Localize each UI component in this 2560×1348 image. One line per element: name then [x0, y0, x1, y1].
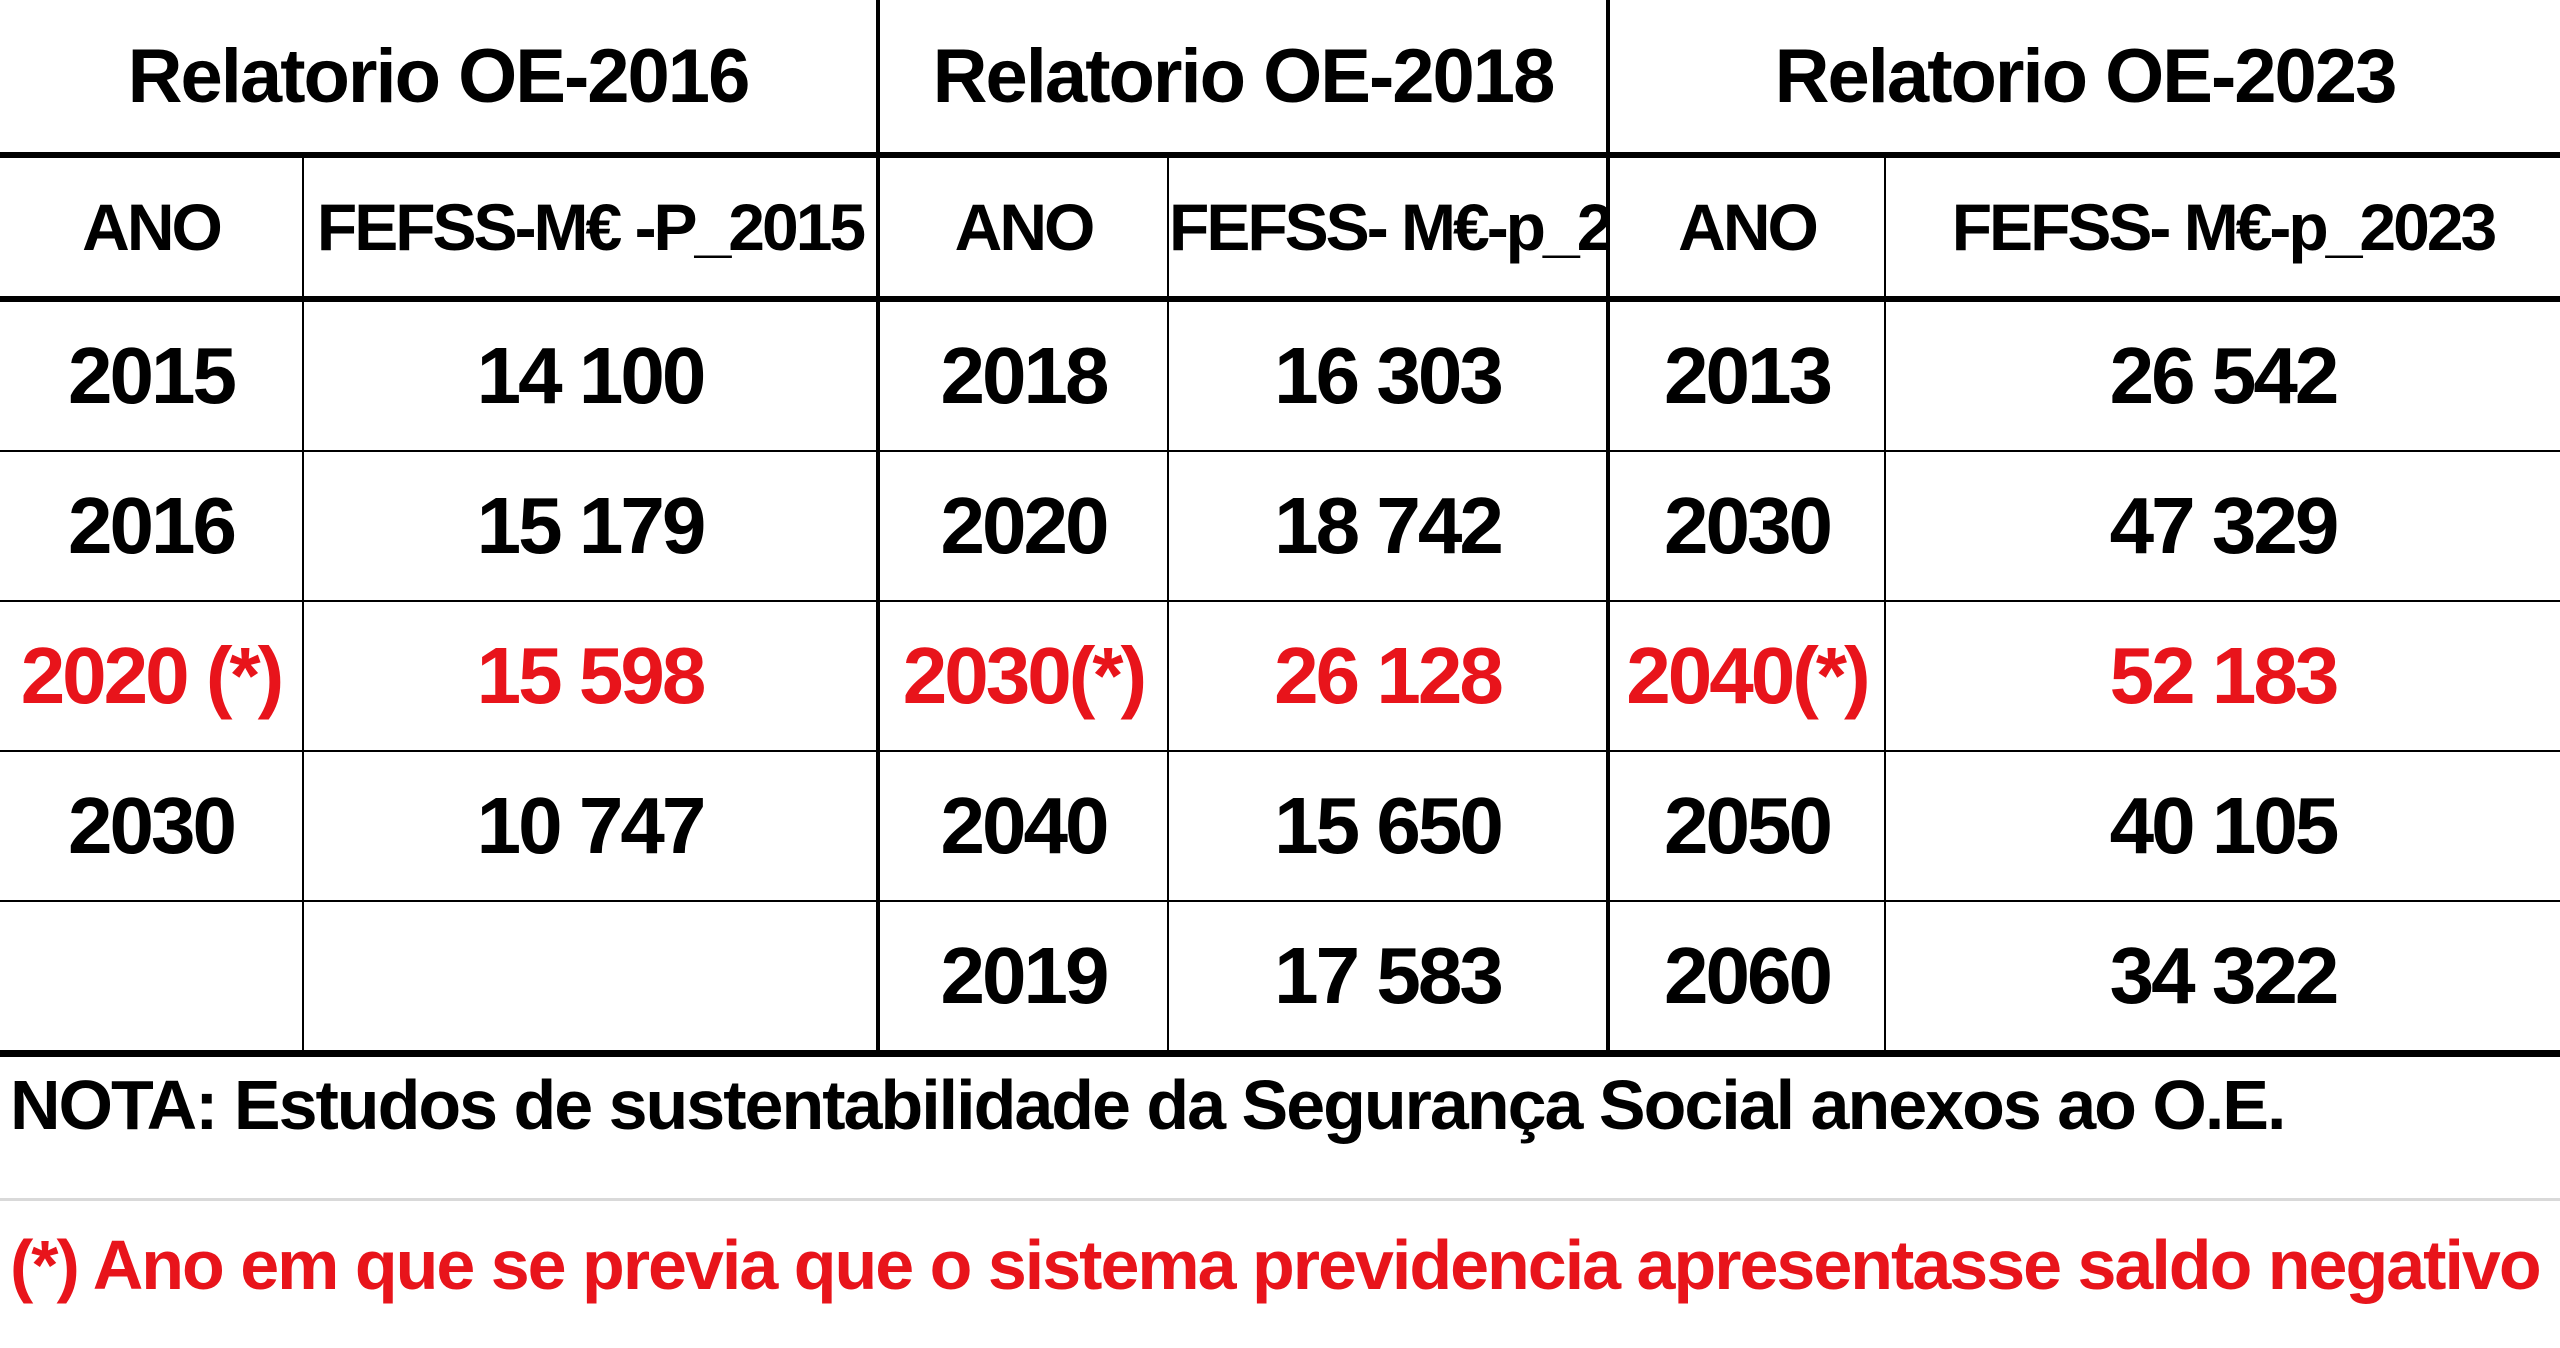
cell-ano: 2016	[0, 451, 304, 602]
cell-ano: 2030(*)	[878, 601, 1169, 752]
cell-value: 10 747	[303, 751, 880, 902]
divider	[0, 1198, 2560, 1201]
table-row: 2019 17 583 2060 34 322	[0, 901, 2560, 1057]
col-header-value: FEFSS- M€-p_2018	[1168, 155, 1610, 302]
col-header-ano: ANO	[0, 155, 304, 302]
group-title-oe-2018: Relatorio OE-2018	[878, 0, 1610, 158]
col-header-ano: ANO	[1608, 155, 1886, 302]
cell-ano: 2030	[1608, 451, 1886, 602]
cell-ano: 2040	[878, 751, 1169, 902]
cell-value: 14 100	[303, 299, 880, 452]
cell-value: 26 542	[1885, 299, 2560, 452]
cell-value: 17 583	[1168, 901, 1610, 1057]
cell-ano: 2019	[878, 901, 1169, 1057]
column-header-row: ANO FEFSS-M€ -P_2015 ANO FEFSS- M€-p_201…	[0, 155, 2560, 302]
col-header-value: FEFSS-M€ -P_2015	[303, 155, 880, 302]
col-header-value: FEFSS- M€-p_2023	[1885, 155, 2560, 302]
cell-ano: 2040(*)	[1608, 601, 1886, 752]
table-row-negative-balance: 2020 (*) 15 598 2030(*) 26 128 2040(*) 5…	[0, 601, 2560, 752]
cell-ano: 2050	[1608, 751, 1886, 902]
cell-ano: 2015	[0, 299, 304, 452]
table-row: 2030 10 747 2040 15 650 2050 40 105	[0, 751, 2560, 902]
cell-value: 52 183	[1885, 601, 2560, 752]
cell-value: 16 303	[1168, 299, 1610, 452]
cell-value: 34 322	[1885, 901, 2560, 1057]
group-title-oe-2023: Relatorio OE-2023	[1608, 0, 2560, 158]
cell-value: 47 329	[1885, 451, 2560, 602]
note-text: NOTA: Estudos de sustentabilidade da Seg…	[10, 1066, 2286, 1144]
cell-ano: 2020 (*)	[0, 601, 304, 752]
table-row: 2016 15 179 2020 18 742 2030 47 329	[0, 451, 2560, 602]
cell-ano: 2013	[1608, 299, 1886, 452]
footnote-text: (*) Ano em que se previa que o sistema p…	[10, 1226, 2542, 1304]
cell-value: 15 650	[1168, 751, 1610, 902]
cell-ano: 2030	[0, 751, 304, 902]
cell-ano	[0, 901, 304, 1057]
table-row: 2015 14 100 2018 16 303 2013 26 542	[0, 299, 2560, 452]
group-title-oe-2016: Relatorio OE-2016	[0, 0, 880, 158]
cell-value: 40 105	[1885, 751, 2560, 902]
cell-value: 15 179	[303, 451, 880, 602]
cell-value: 18 742	[1168, 451, 1610, 602]
cell-value: 15 598	[303, 601, 880, 752]
cell-ano: 2018	[878, 299, 1169, 452]
cell-value	[303, 901, 880, 1057]
cell-ano: 2060	[1608, 901, 1886, 1057]
report-title-row: Relatorio OE-2016 Relatorio OE-2018 Rela…	[0, 0, 2560, 158]
fefss-report-table: Relatorio OE-2016 Relatorio OE-2018 Rela…	[0, 0, 2560, 1057]
cell-ano: 2020	[878, 451, 1169, 602]
cell-value: 26 128	[1168, 601, 1610, 752]
col-header-ano: ANO	[878, 155, 1169, 302]
